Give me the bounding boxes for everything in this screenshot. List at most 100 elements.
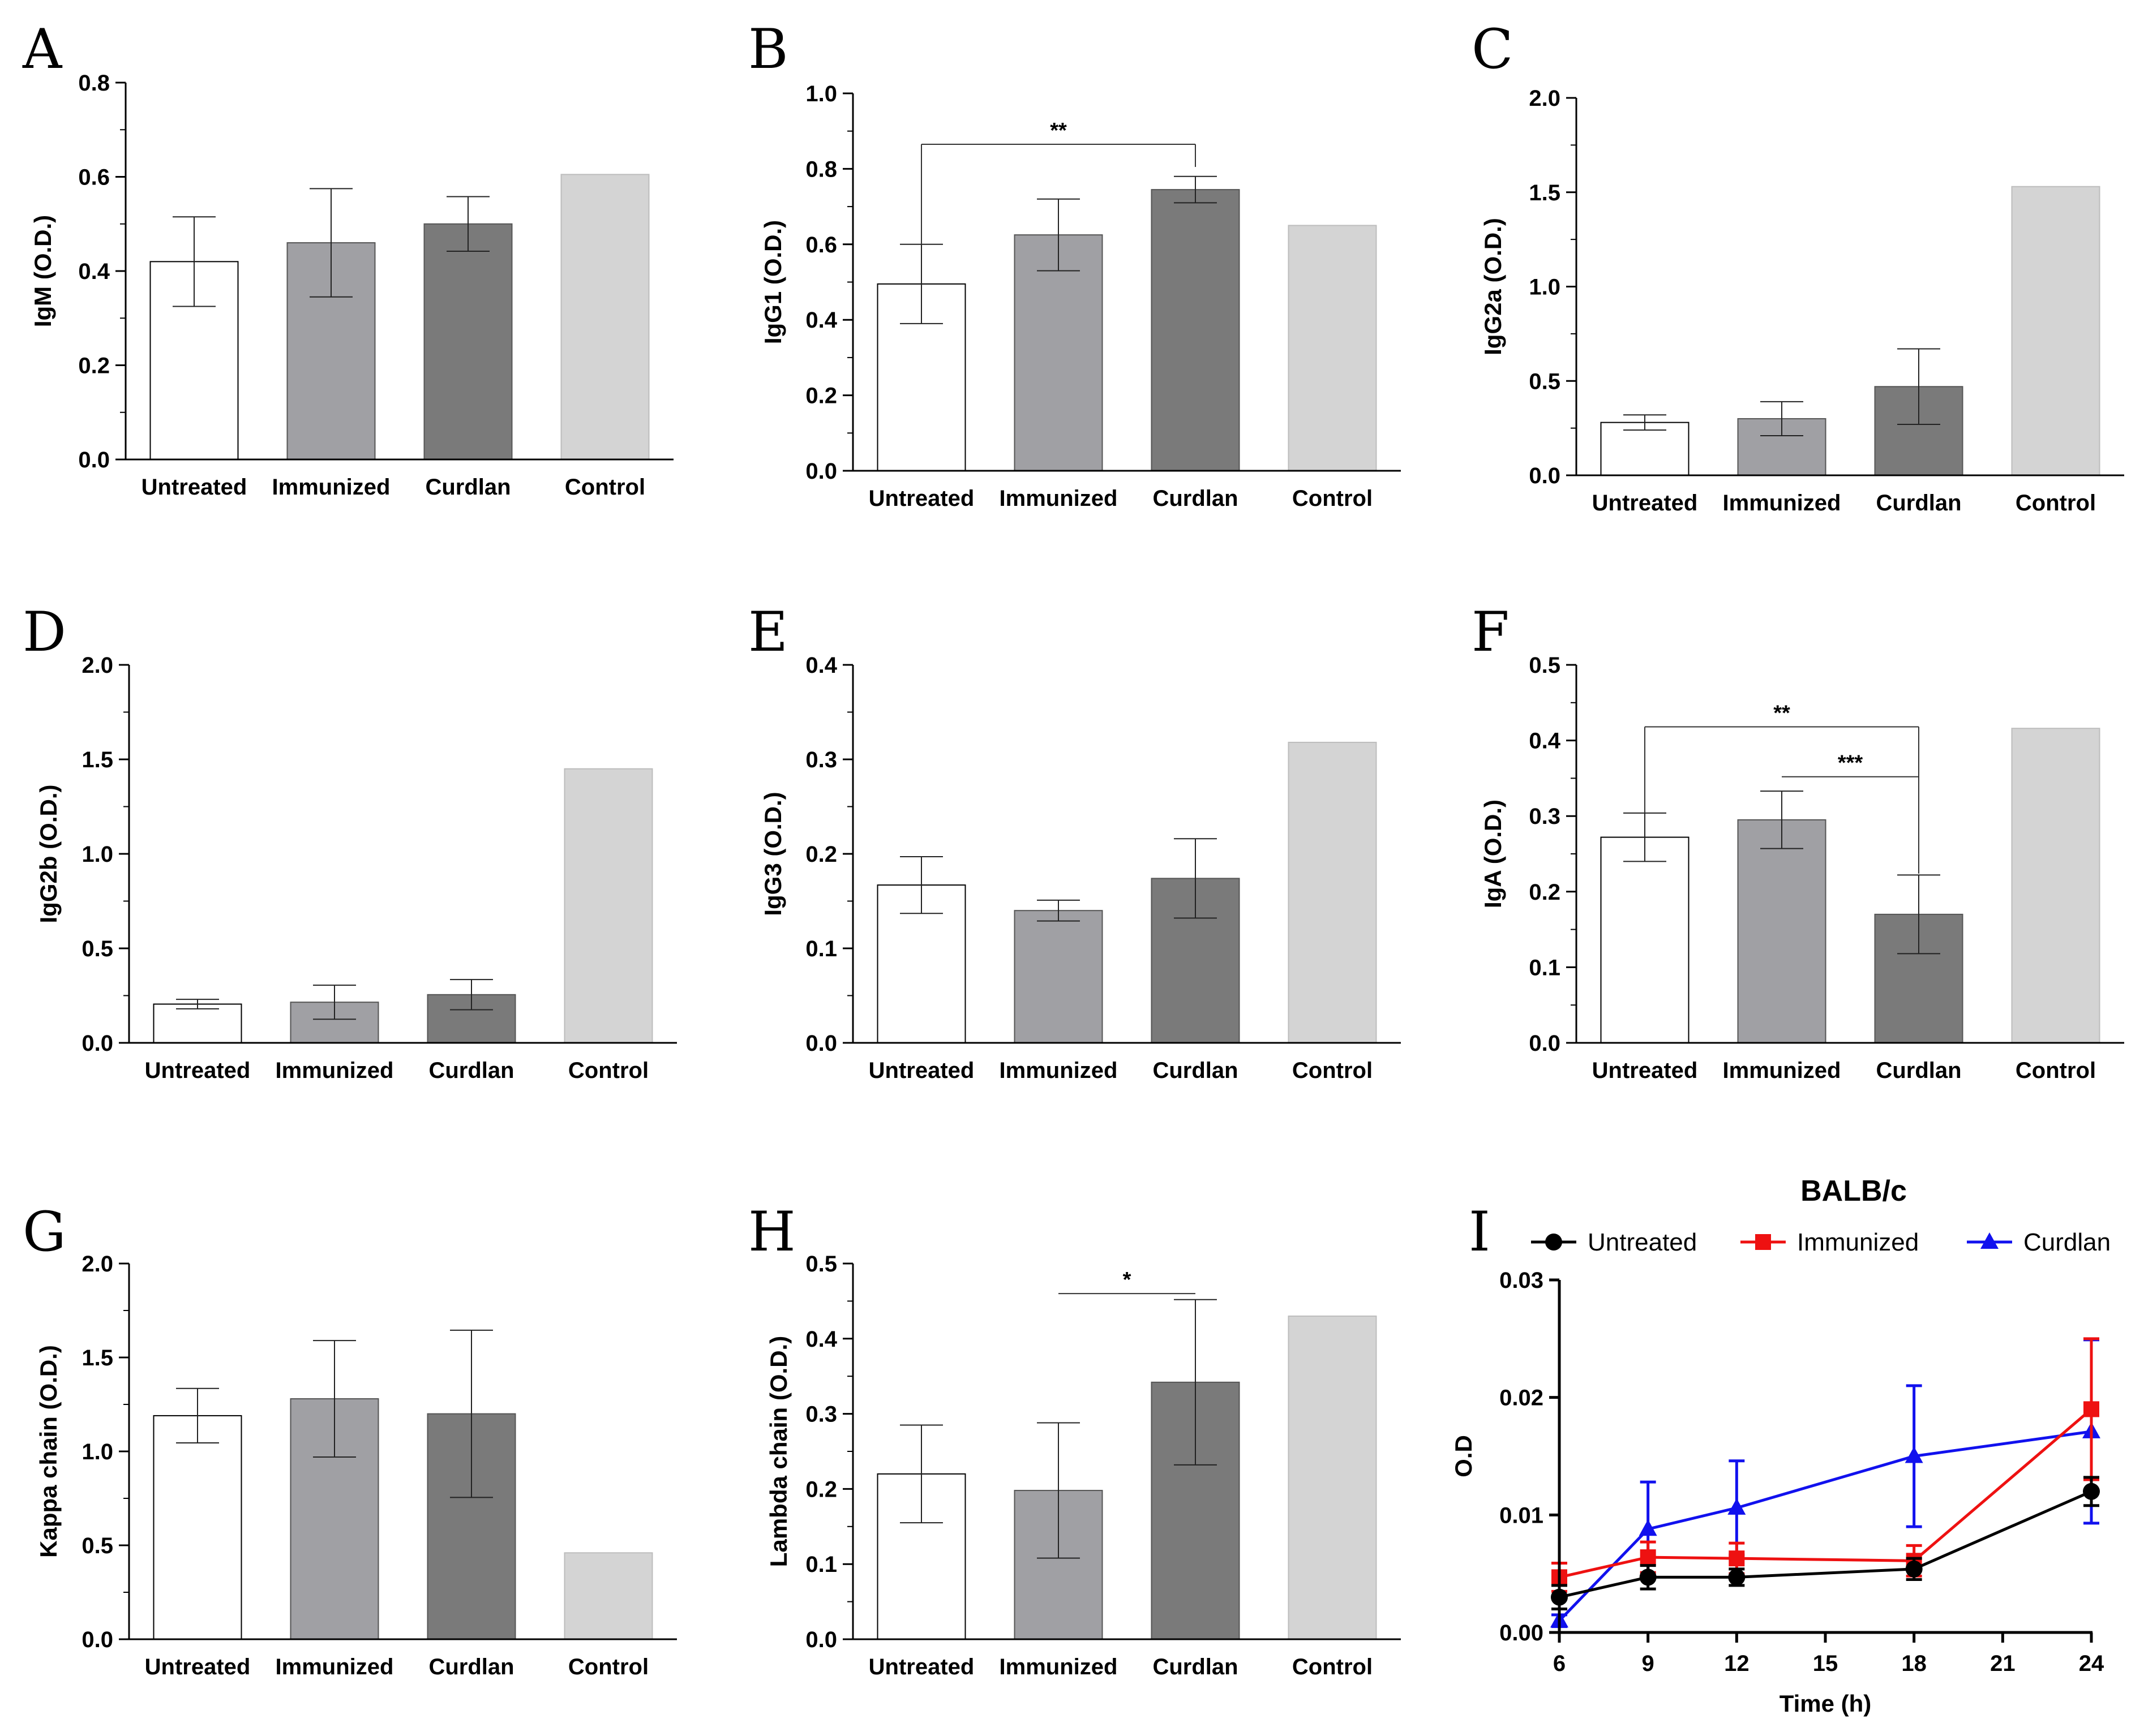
x-tick-label: 15 [1813, 1651, 1838, 1676]
category-label: Untreated [869, 1655, 975, 1679]
category-label: Control [568, 1058, 649, 1083]
panel-label: D [23, 600, 66, 664]
series-untreated [1551, 1476, 2100, 1610]
bar [564, 1552, 653, 1640]
y-tick-label: 1.0 [82, 1439, 113, 1464]
y-tick-label: 0.01 [1499, 1503, 1543, 1528]
series-line [1559, 1408, 2092, 1579]
error-bar [1760, 790, 1803, 849]
y-tick-label: 2.0 [82, 653, 113, 678]
y-tick-label: 0.6 [805, 233, 837, 257]
y-tick-label: 0.0 [78, 448, 110, 472]
error-bar [1037, 899, 1080, 922]
panel-h: H Untreated Immunized Curdlan Control * 0.0 0.1… [748, 1200, 1401, 1679]
category-label: Curdlan [1876, 1058, 1961, 1083]
y-tick-label: 0.1 [805, 936, 837, 961]
bar [153, 1003, 242, 1044]
panel-label: F [1472, 600, 1510, 664]
x-tick-label: 24 [2079, 1651, 2104, 1676]
bar [1600, 422, 1690, 476]
panel-e: E Untreated Immunized Curdlan Control 0.0 0.1 0… [748, 600, 1401, 1083]
bar [2011, 728, 2100, 1043]
y-tick-label: 0.0 [805, 1031, 837, 1056]
error-bar [313, 985, 356, 1020]
bar [1737, 819, 1826, 1043]
error-bar [447, 196, 490, 252]
category-label: Curdlan [1876, 491, 1961, 515]
y-tick-label: 0.4 [805, 653, 837, 678]
data-point [1905, 1446, 1923, 1463]
panel-d: D Untreated Immunized Curdlan Control 0.0 0.5 1… [23, 600, 677, 1083]
y-tick-label: 0.4 [805, 1327, 837, 1352]
legend: Untreated Immunized Curdlan [1531, 1228, 2111, 1256]
category-label: Curdlan [428, 1058, 514, 1083]
y-tick-label: 0.1 [805, 1552, 837, 1577]
significance-bracket [1782, 776, 1919, 874]
error-bar [1897, 874, 1940, 955]
category-label: Immunized [1723, 1058, 1841, 1083]
category-label: Control [1292, 486, 1373, 511]
y-axis-label: IgA (O.D.) [1480, 800, 1506, 908]
error-bar [176, 1387, 219, 1444]
error-bar [1174, 175, 1217, 204]
y-tick-label: 0.02 [1499, 1386, 1543, 1411]
bar [2011, 186, 2100, 476]
y-axis-label: IgG2a (O.D.) [1480, 218, 1506, 355]
y-tick-label: 0.0 [82, 1031, 113, 1056]
x-tick-label: 9 [1642, 1651, 1654, 1676]
x-tick-label: 21 [1990, 1651, 2016, 1676]
category-label: Untreated [869, 486, 975, 511]
y-tick-label: 1.5 [1529, 181, 1560, 205]
error-bar [1037, 1422, 1080, 1559]
y-tick-label: 0.0 [1529, 463, 1560, 488]
y-tick-label: 0.5 [82, 1533, 113, 1558]
panel-label: B [748, 18, 788, 81]
y-tick-label: 0.4 [1529, 729, 1560, 754]
category-label: Untreated [145, 1655, 251, 1679]
error-bar [1760, 401, 1803, 436]
category-label: Curdlan [1152, 1058, 1238, 1083]
x-tick-label: 6 [1553, 1651, 1566, 1676]
error-bar [1897, 348, 1940, 425]
panel-g: G Untreated Immunized Curdlan Control 0.0 0.5 1… [23, 1200, 677, 1679]
category-label: Untreated [1592, 1058, 1698, 1083]
bar [1600, 836, 1690, 1044]
panel-label: I [1469, 1200, 1490, 1264]
y-tick-label: 0.2 [805, 842, 837, 867]
category-label: Curdlan [1152, 1655, 1238, 1679]
y-tick-label: 1.5 [82, 747, 113, 772]
data-point [1728, 1569, 1746, 1586]
y-tick-label: 0.5 [1529, 653, 1560, 678]
data-point [1639, 1569, 1657, 1586]
y-tick-label: 0.00 [1499, 1621, 1543, 1645]
x-tick-label: 18 [1901, 1651, 1927, 1676]
category-label: Untreated [869, 1058, 975, 1083]
x-tick-label: 12 [1724, 1651, 1749, 1676]
y-tick-label: 0.2 [805, 384, 837, 409]
y-axis-label: O.D [1450, 1435, 1477, 1477]
panel-c: C Untreated Immunized Curdlan Control 0.0 0.5 1… [1472, 18, 2124, 515]
significance-label: * [1123, 1268, 1131, 1292]
error-bar [176, 999, 219, 1009]
category-label: Control [2016, 491, 2096, 515]
error-bar [1174, 838, 1217, 919]
series-curdlan [1550, 1338, 2100, 1628]
legend-label: Immunized [1797, 1228, 1919, 1256]
y-axis-label: IgG3 (O.D.) [760, 792, 786, 916]
panel-a: A Untreated Immunized Curdlan Control 0.0 0.2 0… [22, 18, 674, 500]
legend-item: Curdlan [1967, 1228, 2111, 1256]
y-tick-label: 0.5 [1529, 369, 1560, 394]
error-bar [450, 1329, 493, 1498]
legend-marker [1755, 1234, 1771, 1250]
category-label: Untreated [1592, 491, 1698, 515]
error-bar [900, 856, 943, 914]
y-axis-label: IgM (O.D.) [29, 215, 56, 327]
y-tick-label: 0.8 [78, 71, 110, 96]
error-bar [450, 979, 493, 1011]
error-bar [313, 1340, 356, 1458]
category-label: Immunized [1000, 486, 1118, 511]
x-axis-label: Time (h) [1779, 1690, 1872, 1717]
y-axis-label: IgG2b (O.D.) [35, 785, 62, 923]
category-label: Untreated [141, 475, 247, 500]
